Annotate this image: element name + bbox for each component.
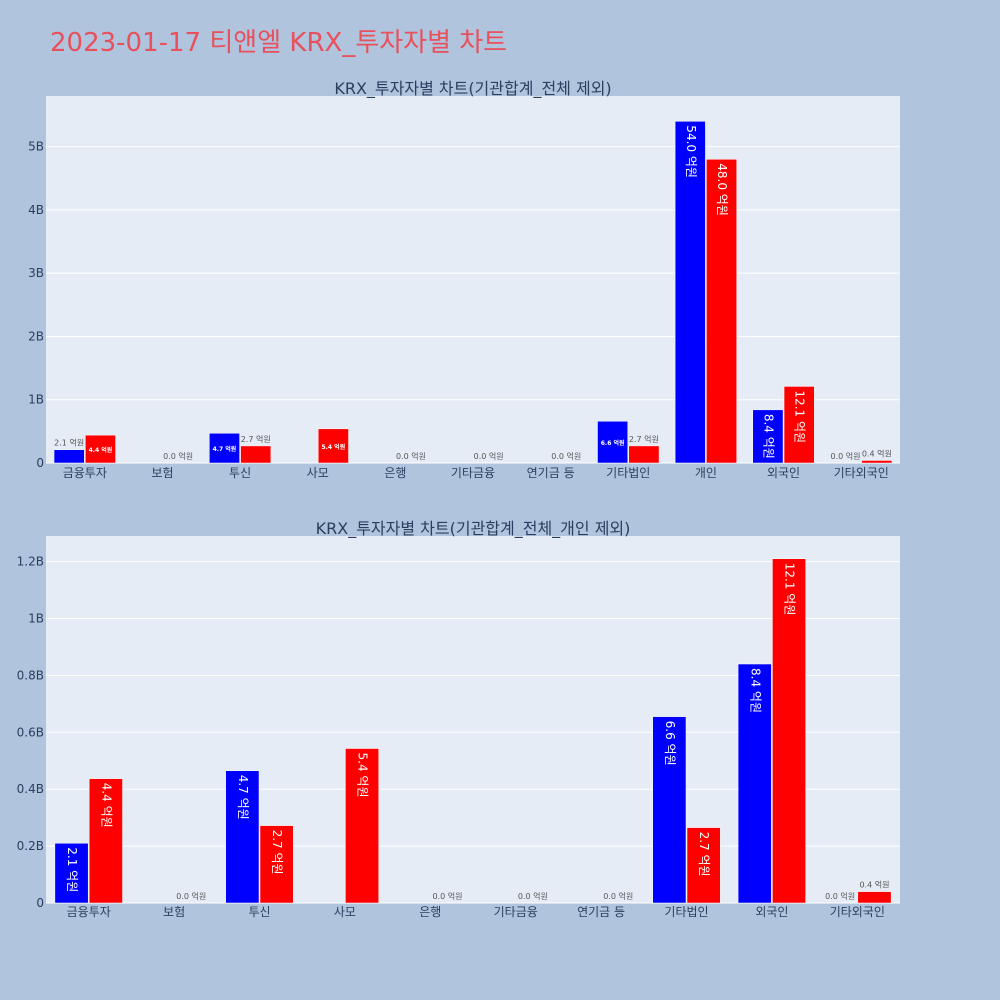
bar xyxy=(652,716,687,904)
x-tick-label: 보험 xyxy=(163,905,185,919)
bar xyxy=(686,827,721,904)
bar-label: 0.0 억원 xyxy=(603,891,633,901)
bar-label: 0.0 억원 xyxy=(163,451,193,461)
y-tick-label: 1B xyxy=(28,393,44,407)
bar-label: 12.1 억원 xyxy=(793,390,807,443)
bar xyxy=(674,121,706,464)
bar xyxy=(861,460,893,464)
x-tick-label: 투신 xyxy=(248,905,270,919)
bar-label: 0.4 억원 xyxy=(862,448,892,458)
y-tick-label: 5B xyxy=(28,140,44,154)
x-tick-label: 금융투자 xyxy=(67,905,111,919)
bar-label: 48.0 억원 xyxy=(715,163,729,216)
y-tick-label: 0 xyxy=(36,896,44,910)
x-tick-label: 기타법인 xyxy=(664,905,708,919)
x-tick-label: 외국인 xyxy=(755,905,788,919)
bar-label: 0.0 억원 xyxy=(176,891,206,901)
bar xyxy=(209,433,240,464)
bar xyxy=(54,843,89,904)
bar-label: 2.1 억원 xyxy=(54,438,84,448)
bar xyxy=(772,558,806,904)
x-tick-label: 연기금 등 xyxy=(577,905,625,919)
page-title: 2023-01-17 티앤엘 KRX_투자자별 차트 xyxy=(50,28,508,58)
bar xyxy=(259,825,294,904)
x-tick-label: 기타외국인 xyxy=(830,905,885,919)
bar-label: 6.6 억원 xyxy=(601,439,625,447)
x-tick-label: 기타금융 xyxy=(451,466,495,480)
y-tick-label: 0 xyxy=(36,456,44,470)
bar-label: 2.7 억원 xyxy=(270,830,284,875)
bar xyxy=(53,449,85,464)
bar-label: 12.1 억원 xyxy=(783,563,797,616)
bar xyxy=(628,445,660,464)
y-tick-label: 2B xyxy=(28,329,44,343)
bar xyxy=(317,428,349,464)
plot-area xyxy=(46,536,900,903)
y-tick-label: 0.4B xyxy=(17,782,44,796)
bar-label: 2.1 억원 xyxy=(65,847,79,892)
bar xyxy=(597,420,629,464)
bar xyxy=(857,891,892,904)
bar-label: 54.0 억원 xyxy=(684,125,698,178)
bar xyxy=(240,445,272,464)
bar xyxy=(225,770,260,904)
bar-label: 2.7 억원 xyxy=(697,832,711,877)
bar-label: 0.0 억원 xyxy=(825,891,855,901)
y-tick-label: 3B xyxy=(28,266,44,280)
bar-label: 0.0 억원 xyxy=(432,891,462,901)
bar-label: 2.7 억원 xyxy=(629,434,659,444)
bar xyxy=(783,386,815,464)
bar-label: 0.0 억원 xyxy=(518,891,548,901)
bar-label: 8.4 억원 xyxy=(748,668,762,713)
y-tick-label: 0.2B xyxy=(17,839,44,853)
bar-label: 4.4 억원 xyxy=(89,446,113,454)
bar xyxy=(345,748,379,904)
x-tick-label: 개인 xyxy=(695,466,717,480)
x-tick-label: 보험 xyxy=(151,466,173,480)
chart-subtitle: KRX_투자자별 차트(기관합계_전체 제외) xyxy=(334,79,611,99)
bar-label: 0.4 억원 xyxy=(859,880,889,890)
bar-label: 4.4 억원 xyxy=(99,783,113,828)
bar xyxy=(737,663,772,904)
y-tick-label: 1.2B xyxy=(17,555,44,569)
x-tick-label: 은행 xyxy=(384,465,406,480)
y-tick-label: 0.8B xyxy=(17,668,44,682)
y-tick-label: 1B xyxy=(28,612,44,626)
plot-area xyxy=(46,96,900,463)
x-tick-label: 연기금 등 xyxy=(527,466,575,480)
bar-label: 2.7 억원 xyxy=(241,434,271,444)
bar-label: 0.0 억원 xyxy=(396,451,426,461)
chart-subtitle: KRX_투자자별 차트(기관합계_전체_개인 제외) xyxy=(316,519,631,539)
x-tick-label: 사모 xyxy=(307,466,329,480)
x-tick-label: 투신 xyxy=(229,466,251,480)
bar-label: 0.0 억원 xyxy=(551,451,581,461)
bar-label: 4.7 억원 xyxy=(213,445,237,453)
bar-label: 5.4 억원 xyxy=(321,443,345,451)
bar xyxy=(752,409,784,464)
bar-label: 6.6 억원 xyxy=(663,721,677,766)
y-tick-label: 4B xyxy=(28,203,44,217)
chart-1: 0 1B 2B 3B 4B 5B KRX_투자자별 차트(기관합계_전체 제외) 금융투자 2.… xyxy=(28,79,900,480)
x-tick-label: 금융투자 xyxy=(63,466,107,480)
bar xyxy=(706,159,737,464)
bar-label: 5.4 억원 xyxy=(356,753,370,798)
x-tick-label: 기타외국인 xyxy=(834,466,889,480)
x-tick-label: 외국인 xyxy=(767,466,800,480)
x-tick-label: 사모 xyxy=(334,905,356,919)
x-tick-label: 기타금융 xyxy=(494,905,538,919)
chart-2: 0 0.2B 0.4B 0.6B 0.8B 1B 1.2B KRX_투자자별 차트(기관합계_… xyxy=(17,519,900,919)
x-tick-label: 기타법인 xyxy=(606,466,650,480)
bar-label: 0.0 억원 xyxy=(831,451,861,461)
bar-label: 4.7 억원 xyxy=(236,775,250,820)
y-tick-label: 0.6B xyxy=(17,725,44,739)
bar xyxy=(85,434,116,464)
bar xyxy=(88,778,123,904)
bar-label: 8.4 억원 xyxy=(761,414,775,459)
x-tick-label: 은행 xyxy=(419,904,441,919)
bar-label: 0.0 억원 xyxy=(474,451,504,461)
